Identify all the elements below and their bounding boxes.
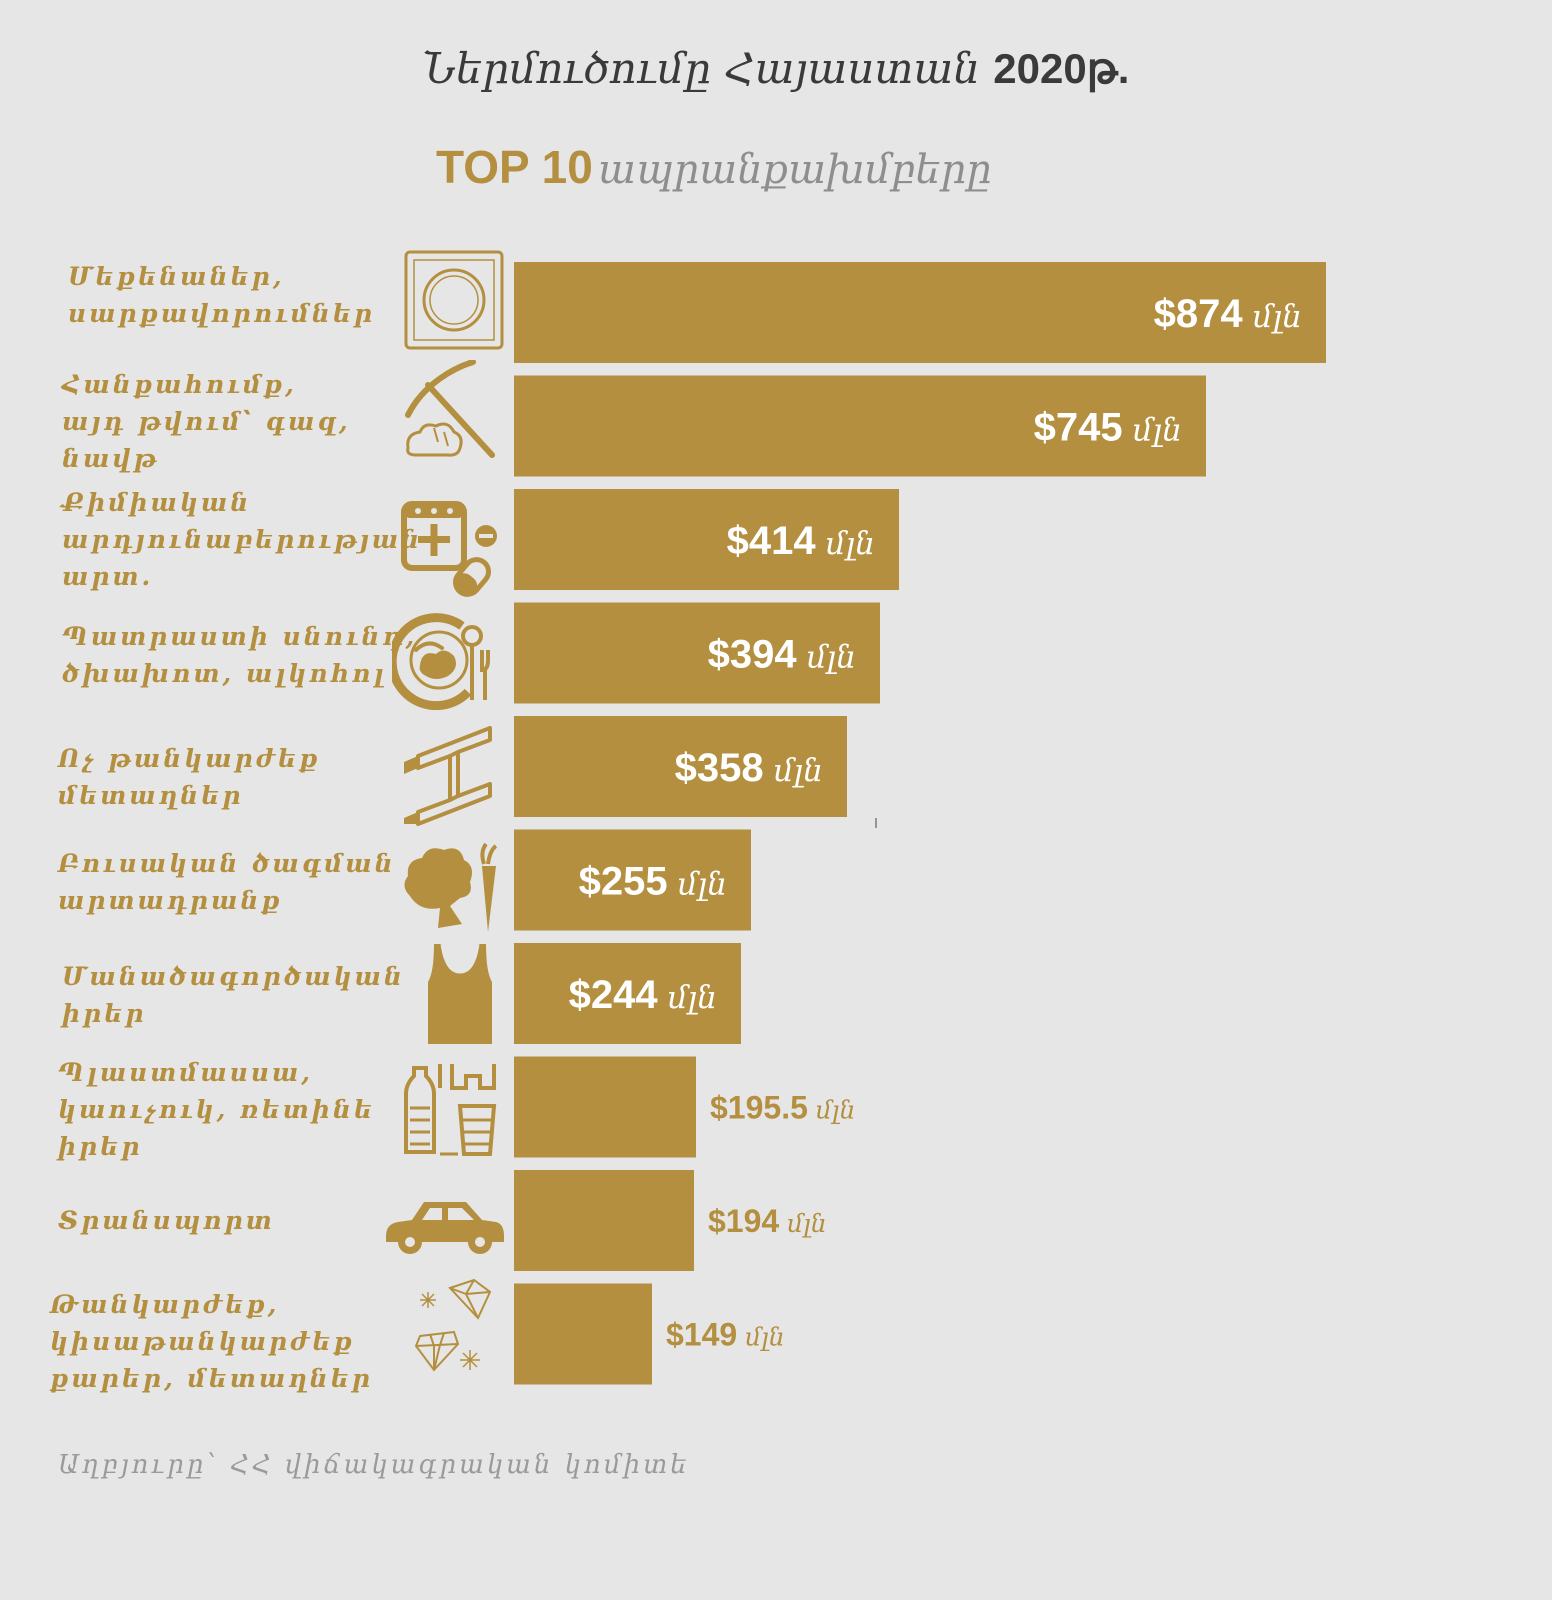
diamond-icon	[400, 1274, 500, 1382]
bar-5	[514, 829, 751, 931]
category-label-1: Հանքահումք, այդ թվում՝ գազ, նավթ	[62, 370, 351, 473]
subtitle-top: TOP 10	[436, 141, 593, 193]
food-plate-icon	[387, 610, 496, 714]
category-label-0: Մեքենաներ, սարքավորումներ	[68, 262, 376, 328]
medicine-icon	[400, 500, 500, 604]
bar-9	[514, 1283, 652, 1385]
plastic-bottles-icon	[400, 1058, 500, 1162]
category-label-7: Պլաստմասսա, կաուչուկ, ռետինե իրեր	[58, 1058, 376, 1161]
title-year: 2020թ.	[993, 45, 1130, 92]
value-label-8: $194 մլն	[708, 1203, 827, 1239]
bar-3	[514, 602, 880, 704]
value-label-5: $255 մլն	[579, 859, 727, 903]
subtitle-rest: ապրանքախմբերը	[597, 147, 992, 193]
value-number-0: $874	[1154, 292, 1244, 336]
category-label-3: Պատրաստի սնունդ, ծխախոտ, ալկոհոլ	[62, 622, 418, 688]
value-unit-3: մլն	[797, 639, 856, 675]
value-label-4: $358 մլն	[675, 746, 823, 790]
category-label-5: Բուսական ծագման արտադրանք	[58, 849, 396, 915]
value-label-0: $874 մլն	[1154, 292, 1302, 336]
value-number-9: $149	[666, 1317, 737, 1353]
category-label-9: Թանկարժեք, կիսաթանկարժեք քարեր, մետաղներ	[50, 1290, 373, 1393]
category-label-2: Քիմիական արդյունաբերության արտ.	[62, 488, 423, 591]
bar-0	[514, 262, 1326, 363]
metal-beam-icon	[400, 726, 500, 830]
source-note: Աղբյուրը՝ ՀՀ վիճակագրական կոմիտե	[58, 1450, 690, 1480]
value-unit-1: մլն	[1123, 412, 1182, 448]
value-unit-2: մլն	[816, 526, 875, 562]
washing-machine-icon	[404, 250, 504, 354]
bar-1	[514, 375, 1206, 477]
value-unit-4: մլն	[764, 753, 823, 789]
value-number-3: $394	[708, 632, 798, 676]
category-label-8: Տրանսպորտ	[58, 1206, 275, 1235]
value-number-7: $195.5	[710, 1090, 808, 1126]
vegetables-icon	[400, 836, 500, 940]
bar-6	[514, 943, 741, 1044]
car-icon	[382, 1196, 506, 1260]
value-unit-0: մլն	[1243, 299, 1302, 335]
value-number-1: $745	[1034, 405, 1123, 449]
value-number-8: $194	[708, 1203, 779, 1239]
value-unit-5: մլն	[668, 866, 727, 902]
value-label-2: $414 մլն	[727, 519, 875, 563]
pickaxe-icon	[398, 359, 498, 464]
value-unit-8: մլն	[779, 1209, 826, 1238]
value-number-2: $414	[727, 519, 817, 563]
chart-title: Ներմուծումը Հայաստան 2020թ.	[0, 44, 1552, 93]
value-number-5: $255	[579, 859, 668, 903]
value-label-6: $244 մլն	[569, 973, 717, 1017]
bar-4	[514, 716, 847, 817]
title-text: Ներմուծումը Հայաստան	[422, 44, 980, 93]
value-label-3: $394 մլն	[708, 632, 856, 676]
category-label-4: Ոչ թանկարժեք մետաղներ	[58, 744, 321, 810]
value-unit-9: մլն	[737, 1323, 784, 1352]
bar-7	[514, 1056, 696, 1158]
value-unit-7: մլն	[808, 1096, 855, 1125]
value-number-4: $358	[675, 746, 764, 790]
value-label-9: $149 մլն	[666, 1317, 785, 1353]
value-number-6: $244	[569, 973, 659, 1017]
bar-2	[514, 489, 899, 590]
value-label-7: $195.5 մլն	[710, 1090, 855, 1126]
category-label-6: Մանածագործական իրեր	[62, 962, 405, 1028]
value-unit-6: մլն	[658, 980, 717, 1016]
bar-8	[514, 1170, 694, 1271]
value-label-1: $745 մլն	[1034, 405, 1182, 449]
chart-subtitle: TOP 10 ապրանքախմբերը	[436, 140, 992, 194]
tank-top-icon	[420, 942, 500, 1050]
